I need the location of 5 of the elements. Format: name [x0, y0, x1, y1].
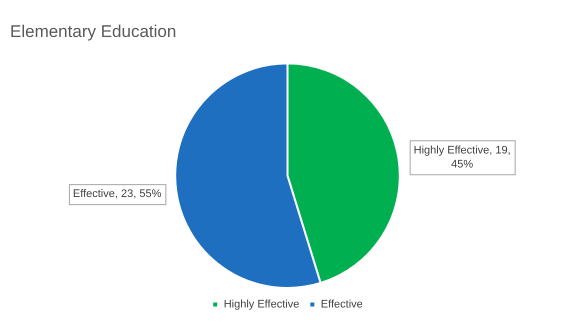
legend-label: Effective — [320, 298, 363, 311]
legend-label: Highly Effective — [224, 298, 300, 311]
data-label: Effective, 23, 55% — [72, 188, 162, 200]
chart-title: Elementary Education — [10, 22, 176, 41]
data-label: Highly Effective, 19, 45% — [414, 144, 511, 170]
